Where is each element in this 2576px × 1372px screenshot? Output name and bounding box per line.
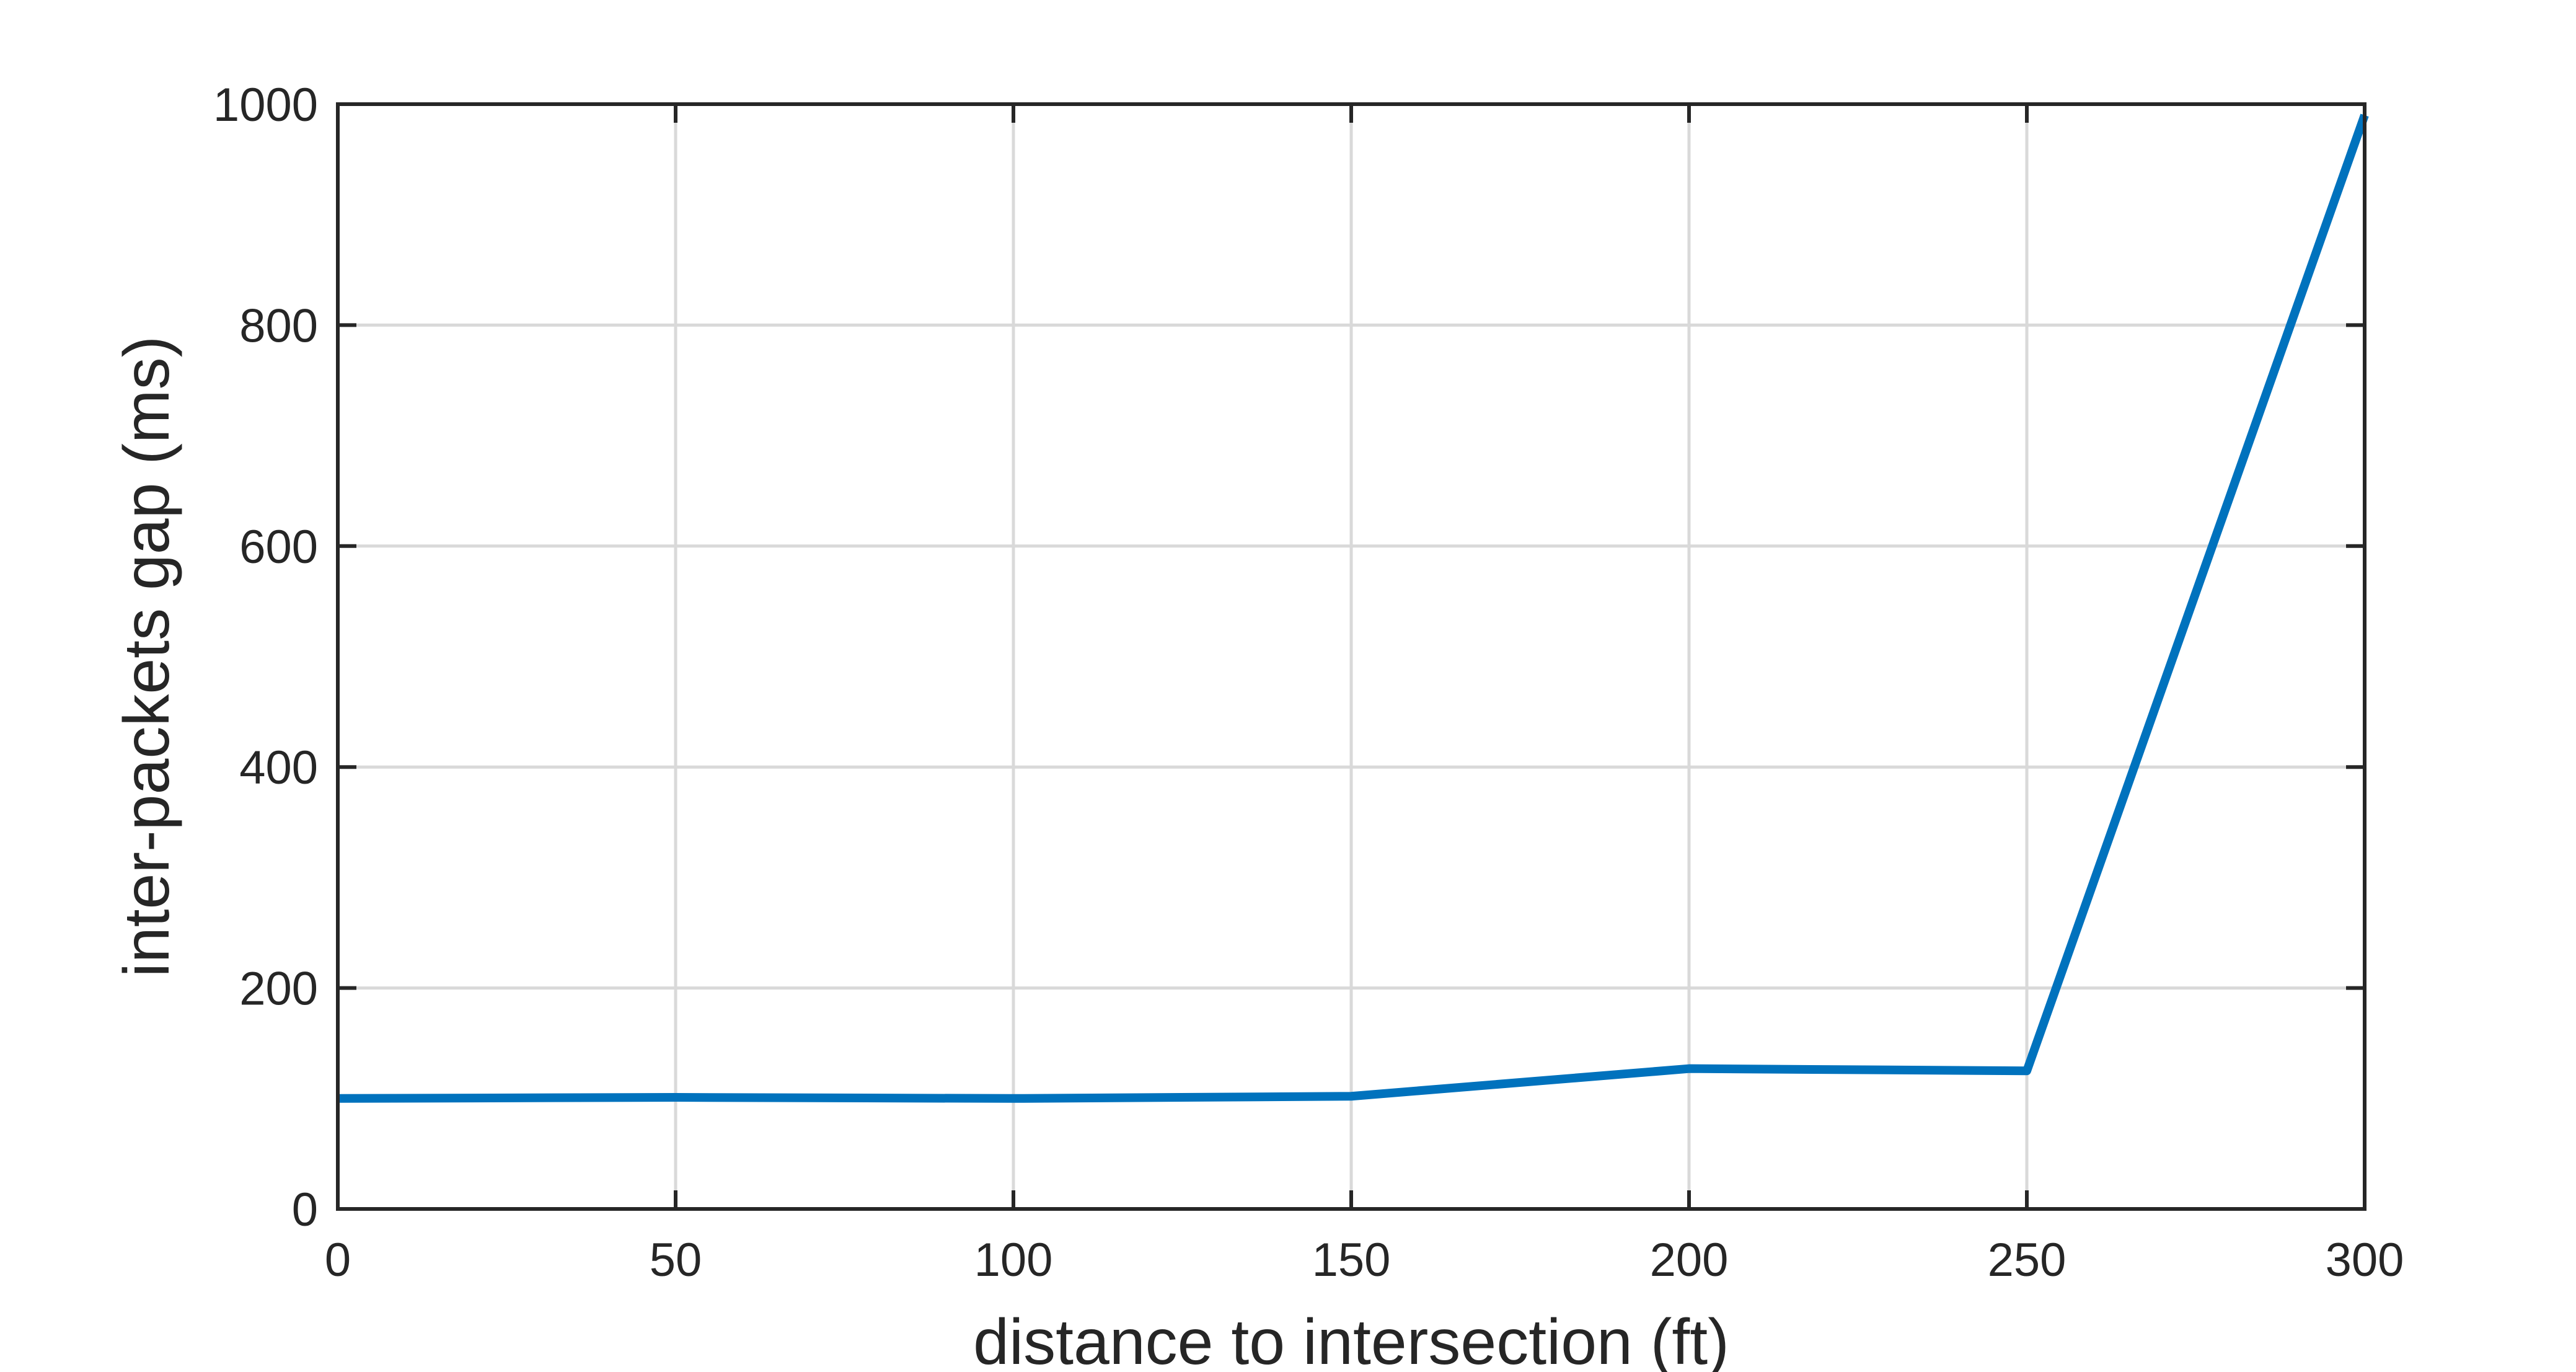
x-tick-labels: 0 50 100 150 200 250 300 <box>325 1234 2404 1286</box>
x-tick-label: 300 <box>2326 1234 2404 1286</box>
grid-lines <box>338 104 2365 1209</box>
y-tick-label: 800 <box>239 299 318 352</box>
x-tick-label: 200 <box>1650 1234 1729 1286</box>
x-tick-label: 50 <box>650 1234 702 1286</box>
y-tick-label: 200 <box>239 963 318 1016</box>
y-tick-labels: 0 200 400 600 800 1000 <box>213 79 318 1236</box>
y-tick-label: 1000 <box>213 79 318 131</box>
y-tick-label: 600 <box>239 521 318 573</box>
x-tick-label: 100 <box>974 1234 1053 1286</box>
y-axis-label: inter-packets gap (ms) <box>111 336 183 978</box>
x-tick-label: 250 <box>1988 1234 2067 1286</box>
x-tick-label: 150 <box>1312 1234 1391 1286</box>
tick-marks <box>336 102 2366 1211</box>
x-axis-label: distance to intersection (ft) <box>973 1306 1729 1372</box>
series-lines <box>337 113 2369 1103</box>
x-tick-label: 0 <box>325 1234 351 1286</box>
y-tick-label: 400 <box>239 741 318 794</box>
y-tick-label: 0 <box>292 1184 318 1236</box>
series-line <box>337 113 2369 1103</box>
